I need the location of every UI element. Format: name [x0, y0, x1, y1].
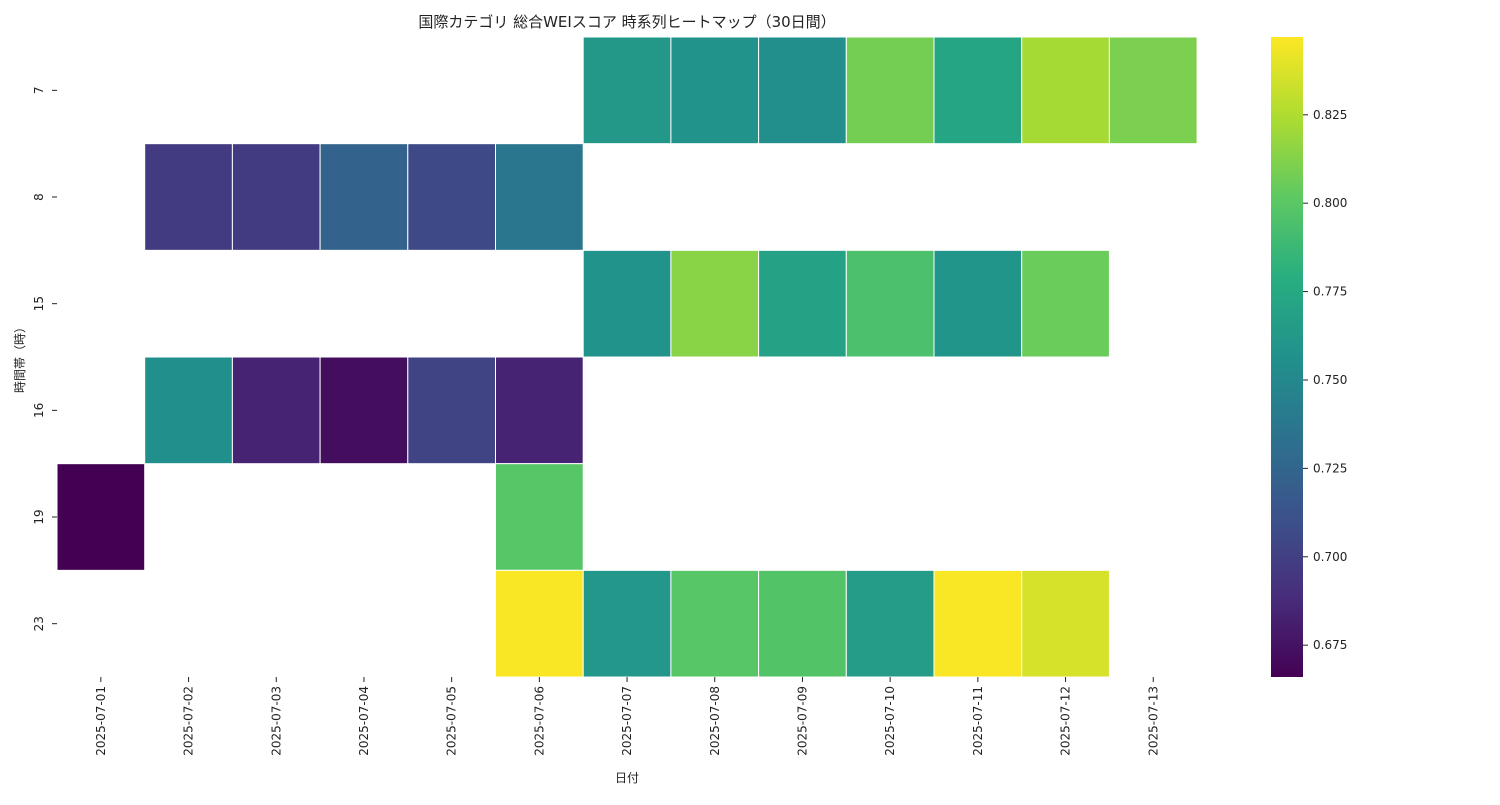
y-tick-label: 15	[32, 296, 46, 311]
heatmap-cell	[758, 569, 847, 678]
x-tick-label: 2025-07-12	[1059, 686, 1073, 756]
heatmap-cell	[495, 463, 584, 571]
heatmap-cell	[582, 249, 672, 358]
x-tick-label: 2025-07-03	[269, 686, 283, 756]
y-tick-label: 16	[32, 403, 46, 418]
heatmap-cell	[582, 569, 672, 678]
x-tick-label: 2025-07-10	[883, 686, 897, 756]
heatmap-cell	[319, 143, 409, 251]
heatmap-cell	[1108, 36, 1198, 145]
colorbar-tick-label: 0.725	[1313, 461, 1347, 475]
heatmap-cell	[56, 463, 146, 571]
heatmap-cell	[231, 143, 321, 251]
x-tick-label: 2025-07-11	[971, 686, 985, 756]
x-axis-label: 日付	[615, 771, 639, 785]
y-tick-label: 7	[32, 87, 46, 95]
colorbar-tick-label: 0.800	[1313, 196, 1347, 210]
y-tick-label: 19	[32, 509, 46, 524]
heatmap-cell	[845, 249, 935, 358]
heatmap-cell	[231, 356, 321, 465]
heatmap-cell	[495, 569, 584, 678]
x-axis-ticks: 2025-07-01 2025-07-02 2025-07-03 2025-07-04…	[94, 677, 1160, 756]
heatmap-cell	[495, 356, 584, 465]
x-tick-label: 2025-07-07	[620, 686, 634, 756]
x-tick-label: 2025-07-02	[182, 686, 196, 756]
x-tick-label: 2025-07-08	[708, 686, 722, 756]
heatmap-cell	[845, 36, 935, 145]
heatmap-cell	[933, 36, 1023, 145]
heatmap-cell	[1021, 36, 1110, 145]
y-tick-label: 8	[32, 193, 46, 201]
colorbar-tick-label: 0.700	[1313, 550, 1347, 564]
x-tick-label: 2025-07-04	[357, 686, 371, 756]
heatmap-cell	[1021, 569, 1110, 678]
heatmap-cell	[495, 143, 584, 251]
heatmap-cell	[758, 249, 847, 358]
x-tick-label: 2025-07-01	[94, 686, 108, 756]
x-tick-label: 2025-07-06	[532, 686, 546, 756]
heatmap-cell	[1021, 249, 1110, 358]
colorbar-tick-label: 0.675	[1313, 638, 1347, 652]
colorbar-tick-label: 0.750	[1313, 373, 1347, 387]
heatmap-cell	[670, 36, 760, 145]
colorbar-tick-label: 0.825	[1313, 108, 1347, 122]
colorbar-tick-label: 0.775	[1313, 285, 1347, 299]
y-tick-label: 23	[32, 616, 46, 631]
y-axis-label: 時間帯（時）	[13, 321, 27, 393]
x-tick-label: 2025-07-05	[445, 686, 459, 756]
heatmap-cell	[933, 569, 1023, 678]
heatmap-cell	[407, 356, 496, 465]
heatmap-cell	[670, 249, 760, 358]
heatmap-cell	[933, 249, 1023, 358]
heatmap-cell	[407, 143, 496, 251]
heatmap-cell	[144, 356, 233, 465]
y-axis-ticks: 7 8 15 16 19 23	[32, 87, 57, 631]
x-tick-label: 2025-07-13	[1146, 686, 1160, 756]
x-tick-label: 2025-07-09	[795, 686, 809, 756]
colorbar	[1271, 37, 1303, 677]
colorbar-ticks: 0.675 0.700 0.725 0.750 0.775 0.800 0.825	[1303, 108, 1347, 652]
heatmap-cell	[845, 569, 935, 678]
heatmap-cell	[758, 36, 847, 145]
heatmap-cell	[582, 36, 672, 145]
heatmap-cell	[670, 569, 760, 678]
heatmap-cell	[319, 356, 409, 465]
heatmap-cells	[56, 36, 1198, 678]
chart-title: 国際カテゴリ 総合WEIスコア 時系列ヒートマップ（30日間）	[418, 13, 835, 31]
heatmap-cell	[144, 143, 233, 251]
